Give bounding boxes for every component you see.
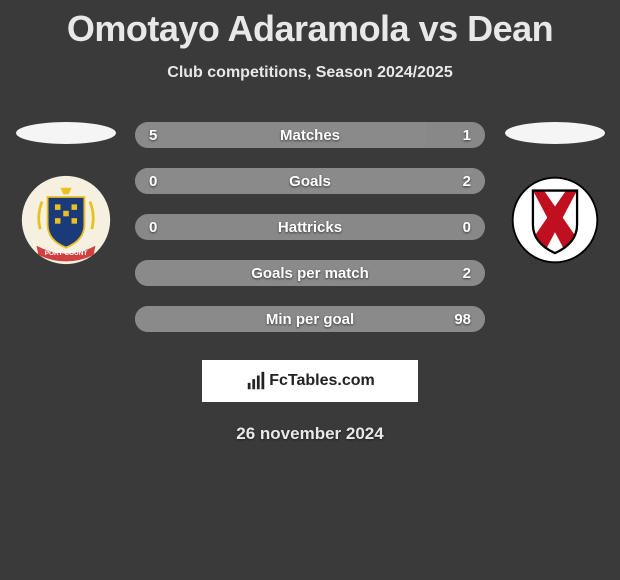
page-title: Omotayo Adaramola vs Dean [0,0,620,50]
team-right-column [497,122,612,266]
crest-left-svg: PORT COUNT [20,174,112,266]
stat-bar: 2Goals per match [135,260,485,286]
stat-bar: 98Min per goal [135,306,485,332]
crest-left: PORT COUNT [20,174,112,266]
bar-label: Goals [135,173,485,190]
comparison-area: PORT COUNT [0,122,620,342]
crest-right [509,174,601,266]
brand-box: FcTables.com [202,360,418,402]
bar-label: Min per goal [135,311,485,328]
crest-right-svg [509,174,601,266]
stat-bar: 51Matches [135,122,485,148]
bar-label: Goals per match [135,265,485,282]
date-text: 26 november 2024 [0,424,620,444]
team-left-column: PORT COUNT [8,122,123,266]
brand-text: FcTables.com [269,372,375,390]
subtitle: Club competitions, Season 2024/2025 [0,64,620,82]
bar-label: Hattricks [135,219,485,236]
stat-bar: 00Hattricks [135,214,485,240]
stat-bar: 02Goals [135,168,485,194]
stat-bars: 51Matches 02Goals 00Hattricks 2Goals per ma… [135,122,485,332]
svg-text:PORT COUNT: PORT COUNT [44,250,87,257]
player-oval-left [16,122,116,144]
bar-label: Matches [135,127,485,144]
player-oval-right [505,122,605,144]
bars-chart-icon [245,370,267,392]
